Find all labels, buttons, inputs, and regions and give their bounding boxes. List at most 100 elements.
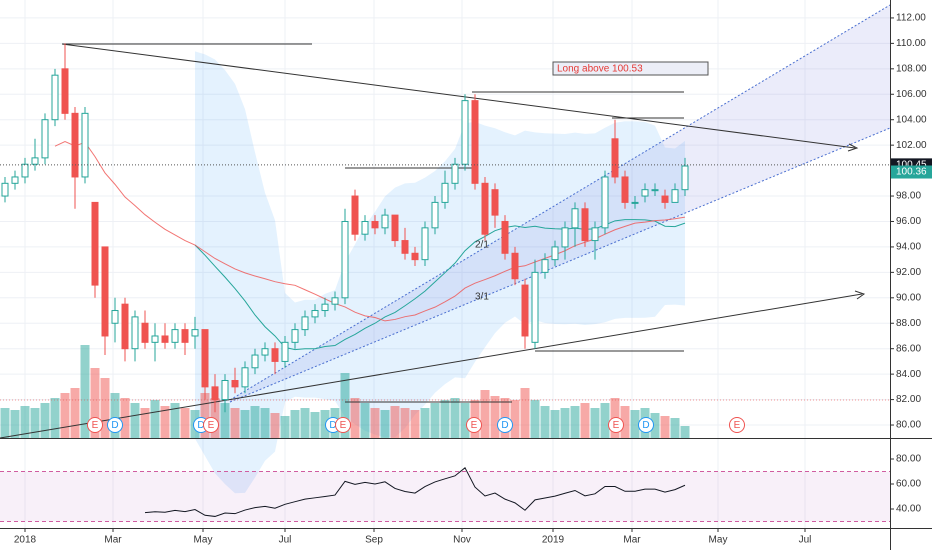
- candle-body: [251, 354, 259, 369]
- candle-body: [311, 310, 319, 318]
- candle-body: [421, 227, 429, 261]
- candle-body: [541, 259, 549, 273]
- candle-body: [301, 316, 309, 331]
- x-tick-label: 2018: [14, 535, 37, 546]
- candle-body: [291, 329, 299, 343]
- volume-bar: [270, 413, 280, 438]
- candle-body: [611, 138, 619, 178]
- event-label: E: [340, 420, 347, 431]
- volume-bar: [250, 406, 260, 438]
- candle-body: [71, 112, 79, 178]
- volume-bar: [70, 388, 80, 438]
- candle-body: [221, 379, 229, 401]
- candle-body: [521, 284, 529, 337]
- candle-body: [241, 367, 249, 388]
- event-label: E: [92, 420, 99, 431]
- event-marker: [87, 417, 103, 433]
- volume-bar: [140, 408, 150, 438]
- volume-bar: [400, 408, 410, 438]
- volume-bar: [10, 410, 20, 438]
- y-tick-label: 102.00: [896, 140, 927, 151]
- candle-body: [11, 176, 19, 184]
- volume-bar: [220, 403, 230, 438]
- y-tick-label: 80.00: [896, 420, 921, 431]
- event-marker: [608, 417, 624, 433]
- candle-body: [111, 310, 119, 324]
- event-label: D: [642, 420, 649, 431]
- volume-bar: [50, 398, 60, 438]
- candle-body: [581, 208, 589, 242]
- candle-body: [171, 329, 179, 343]
- volume-bar: [210, 398, 220, 438]
- candle-body: [651, 189, 659, 192]
- candle-body: [371, 220, 379, 229]
- volume-bar: [540, 406, 550, 438]
- candle-body: [91, 201, 99, 286]
- y-tick-label: 94.00: [896, 242, 921, 253]
- candle-body: [511, 252, 519, 280]
- event-label: D: [329, 420, 336, 431]
- y-tick-label: 112.00: [896, 13, 926, 24]
- volume-bar: [600, 403, 610, 438]
- candle-body: [201, 329, 209, 388]
- candle-body: [121, 303, 129, 350]
- event-label: E: [471, 420, 478, 431]
- volume-bar: [130, 403, 140, 438]
- volume-bar: [390, 406, 400, 438]
- volume-bar: [160, 406, 170, 438]
- volume-bar: [560, 408, 570, 438]
- volume-bar: [490, 396, 500, 438]
- volume-bar: [120, 398, 130, 438]
- volume-bar: [620, 406, 630, 438]
- candle-body: [41, 119, 49, 159]
- volume-bar: [580, 403, 590, 438]
- candle-body: [331, 297, 339, 305]
- y-tick-label: 104.00: [896, 114, 927, 125]
- volume-bar: [300, 408, 310, 438]
- channel-line: [229, 127, 891, 403]
- volume-bar: [90, 368, 100, 438]
- candle-body: [271, 348, 279, 362]
- candle-body: [131, 316, 139, 350]
- volume-bar: [280, 416, 290, 438]
- candle-body: [471, 100, 479, 184]
- candle-body: [671, 189, 679, 203]
- candle-body: [591, 227, 599, 242]
- x-tick-label: Nov: [453, 535, 471, 546]
- event-marker: [107, 417, 123, 433]
- candle-body: [481, 182, 489, 235]
- volume-bar: [340, 373, 350, 438]
- volume-bar: [520, 388, 530, 438]
- volume-bar: [320, 410, 330, 438]
- candle-body: [191, 329, 199, 337]
- price-label-box: [891, 165, 932, 179]
- volume-bar: [550, 410, 560, 438]
- volume-bar: [460, 403, 470, 438]
- candle-body: [681, 165, 689, 191]
- volume-bar: [290, 410, 300, 438]
- volume-bar: [150, 400, 160, 438]
- arrow-head: [847, 143, 859, 152]
- volume-bar: [450, 398, 460, 438]
- candle-body: [1, 182, 9, 197]
- candle-body: [441, 182, 449, 203]
- event-marker: [729, 417, 745, 433]
- candle-body: [451, 163, 459, 184]
- volume-bar: [200, 393, 210, 438]
- y-tick-label: 88.00: [896, 318, 921, 329]
- volume-bar: [0, 408, 10, 438]
- candle-body: [361, 220, 369, 235]
- candle-body: [661, 195, 669, 203]
- rsi-band-fill: [0, 471, 890, 522]
- candle-body: [21, 163, 29, 178]
- volume-bar: [230, 408, 240, 438]
- x-tick-label: Sep: [365, 535, 383, 546]
- volume-bar: [440, 400, 450, 438]
- candle-body: [641, 189, 649, 197]
- volume-bar: [430, 403, 440, 438]
- volume-bar: [30, 408, 40, 438]
- event-label: E: [734, 420, 741, 431]
- volume-bar: [60, 393, 70, 438]
